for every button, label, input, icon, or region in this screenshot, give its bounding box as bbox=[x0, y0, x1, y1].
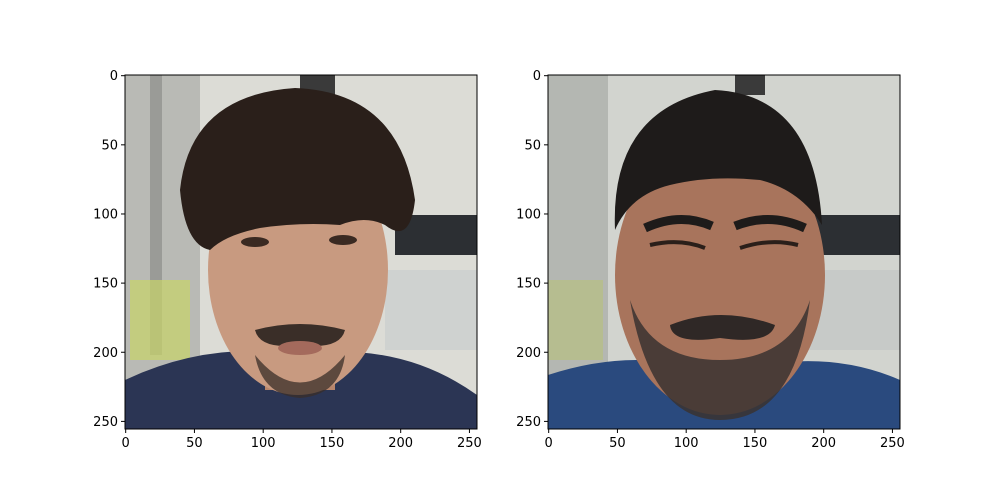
image-panel-1 bbox=[125, 75, 477, 429]
y-tick-label: 150 bbox=[516, 277, 541, 292]
y-tick-label: 200 bbox=[93, 346, 118, 361]
y-tick-label: 250 bbox=[516, 415, 541, 430]
y-tick-label: 200 bbox=[516, 346, 541, 361]
axes-frame-2 bbox=[547, 74, 901, 430]
x-tick-label: 100 bbox=[251, 436, 276, 451]
ticks-panel-2: 0 50 100 150 200 250 0 50 100 150 200 250 bbox=[516, 69, 905, 451]
x-tick-label: 150 bbox=[743, 436, 768, 451]
y-tick-label: 250 bbox=[93, 415, 118, 430]
y-tick-label: 100 bbox=[516, 207, 541, 222]
x-tick-label: 150 bbox=[320, 436, 345, 451]
y-tick-label: 0 bbox=[110, 69, 118, 84]
x-tick-label: 0 bbox=[122, 436, 130, 451]
y-tick-label: 50 bbox=[524, 138, 541, 153]
y-tick-label: 0 bbox=[533, 69, 541, 84]
x-tick-label: 50 bbox=[186, 436, 203, 451]
x-tick-label: 250 bbox=[880, 436, 905, 451]
y-tick-label: 100 bbox=[93, 207, 118, 222]
axes-frame-1 bbox=[124, 74, 478, 430]
x-tick-label: 250 bbox=[457, 436, 482, 451]
x-tick-label: 100 bbox=[674, 436, 699, 451]
ticks-panel-1: 0 50 100 150 200 250 0 50 100 150 200 250 bbox=[93, 69, 482, 451]
image-panel-2 bbox=[548, 75, 900, 429]
y-tick-label: 150 bbox=[93, 277, 118, 292]
x-tick-label: 50 bbox=[609, 436, 626, 451]
x-tick-label: 200 bbox=[811, 436, 836, 451]
y-tick-label: 50 bbox=[101, 138, 118, 153]
x-tick-label: 200 bbox=[388, 436, 413, 451]
x-tick-label: 0 bbox=[545, 436, 553, 451]
